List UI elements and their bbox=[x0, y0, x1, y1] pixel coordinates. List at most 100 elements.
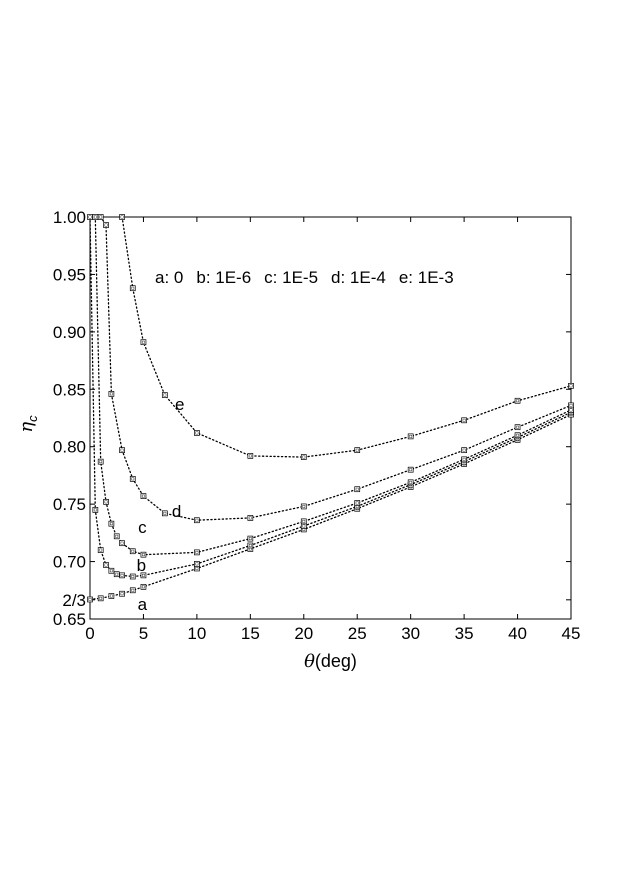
data-point-inner-d bbox=[355, 487, 359, 491]
series-e bbox=[119, 214, 574, 460]
data-point-e bbox=[119, 214, 125, 220]
data-point-inner-d bbox=[409, 468, 413, 472]
data-point-inner-a bbox=[142, 585, 145, 589]
data-point-inner-d bbox=[462, 448, 466, 452]
y-tick-label: 0.65 bbox=[53, 610, 86, 629]
data-point-inner-a bbox=[195, 567, 199, 570]
data-point-inner-b bbox=[302, 524, 306, 528]
y-tick-label: 0.95 bbox=[53, 265, 86, 284]
data-point-inner-e bbox=[248, 454, 252, 458]
data-point-e bbox=[300, 454, 307, 460]
data-point-inner-d bbox=[569, 403, 573, 407]
data-point-d bbox=[129, 476, 136, 482]
data-point-inner-e bbox=[355, 448, 359, 452]
data-point-c bbox=[103, 498, 109, 505]
data-point-inner-d bbox=[120, 448, 124, 452]
legend-entry: e: 1E-3 bbox=[399, 268, 454, 287]
data-point-inner-b bbox=[131, 575, 135, 578]
data-point-inner-c bbox=[115, 534, 119, 538]
data-point-d bbox=[161, 510, 168, 517]
data-point-b bbox=[87, 214, 93, 220]
data-point-b bbox=[92, 507, 99, 513]
legend-entry: c: 1E-5 bbox=[264, 268, 318, 287]
data-point-d bbox=[140, 493, 147, 499]
data-point-c bbox=[354, 500, 361, 506]
y-axis-subscript: c bbox=[25, 415, 40, 422]
data-point-b bbox=[194, 561, 200, 567]
data-point-c bbox=[97, 458, 104, 465]
data-point-inner-c bbox=[462, 457, 466, 461]
legend-text: a: 0 b: 1E-6 c: 1E-5 d: 1E-4 e: 1E-3 bbox=[155, 268, 454, 287]
data-point-inner-a bbox=[99, 596, 103, 600]
data-point-inner-a bbox=[109, 594, 113, 598]
data-point-d bbox=[119, 447, 125, 454]
data-point-inner-d bbox=[142, 494, 145, 498]
data-point-inner-c bbox=[302, 519, 306, 523]
series-c bbox=[92, 214, 574, 558]
data-point-inner-e bbox=[516, 399, 519, 403]
data-point-inner-a bbox=[131, 588, 135, 592]
curve-label-c: c bbox=[138, 518, 147, 537]
data-point-inner-e bbox=[409, 434, 413, 438]
series-line-b bbox=[89, 216, 572, 578]
data-point-a bbox=[140, 583, 147, 590]
data-point-inner-b bbox=[109, 569, 113, 573]
data-point-inner-d bbox=[104, 223, 108, 227]
data-point-inner-a bbox=[88, 598, 92, 601]
data-point-inner-c bbox=[355, 501, 359, 505]
y-tick-label: 2/3 bbox=[62, 591, 86, 610]
data-point-e bbox=[461, 417, 467, 424]
data-point-b bbox=[119, 572, 125, 579]
data-point-inner-d bbox=[99, 215, 103, 219]
data-point-c bbox=[514, 432, 521, 439]
data-point-a bbox=[97, 595, 104, 602]
data-point-c bbox=[108, 520, 115, 527]
data-point-inner-b bbox=[142, 573, 145, 577]
data-point-inner-e bbox=[302, 455, 306, 459]
data-point-inner-e bbox=[131, 286, 135, 290]
curve-label-d: d bbox=[172, 502, 181, 521]
data-point-inner-e bbox=[462, 418, 466, 422]
data-point-inner-c bbox=[120, 541, 124, 545]
y-tick-label: 0.75 bbox=[53, 495, 86, 514]
data-point-inner-d bbox=[195, 518, 199, 522]
y-tick-label: 0.85 bbox=[53, 380, 86, 399]
data-point-c bbox=[119, 540, 125, 547]
data-point-inner-d bbox=[131, 477, 135, 481]
data-point-inner-e bbox=[195, 431, 199, 435]
axis-ticks: 0 5 10 15 20 25 30 35 40 45 0.652/3 0.70 0.75 0.80 0.8… bbox=[53, 208, 581, 643]
series-a bbox=[87, 411, 574, 603]
x-tick-label: 40 bbox=[508, 624, 527, 643]
data-point-e bbox=[514, 397, 521, 404]
data-point-inner-b bbox=[248, 544, 252, 547]
data-point-e bbox=[407, 433, 414, 440]
data-point-inner-b bbox=[104, 563, 108, 567]
data-point-inner-c bbox=[104, 500, 108, 504]
data-point-d bbox=[568, 402, 574, 409]
data-point-inner-d bbox=[302, 505, 306, 508]
data-point-c bbox=[140, 551, 147, 558]
x-axis-unit: (deg) bbox=[315, 651, 357, 671]
x-axis-label: θ(deg) bbox=[304, 651, 357, 672]
data-point-d bbox=[514, 424, 521, 431]
data-point-c bbox=[129, 548, 136, 555]
data-point-inner-e bbox=[163, 393, 167, 397]
data-point-inner-c bbox=[142, 553, 145, 557]
data-point-inner-b bbox=[195, 562, 199, 566]
curve-label-b: b bbox=[137, 556, 146, 575]
data-point-d bbox=[407, 466, 414, 473]
data-point-a bbox=[129, 587, 136, 594]
curve-label-e: e bbox=[175, 395, 184, 414]
data-point-e bbox=[140, 339, 147, 346]
data-point-a bbox=[119, 590, 125, 597]
data-point-d bbox=[103, 222, 109, 228]
y-axis-label: ηc bbox=[16, 415, 40, 433]
series-line-d bbox=[100, 216, 572, 521]
y-tick-label: 1.00 bbox=[53, 208, 86, 227]
data-point-d bbox=[97, 214, 104, 220]
data-point-inner-d bbox=[516, 425, 519, 429]
data-point-inner-c bbox=[131, 549, 135, 553]
series-line-c bbox=[94, 216, 572, 556]
data-point-inner-a bbox=[120, 592, 124, 596]
